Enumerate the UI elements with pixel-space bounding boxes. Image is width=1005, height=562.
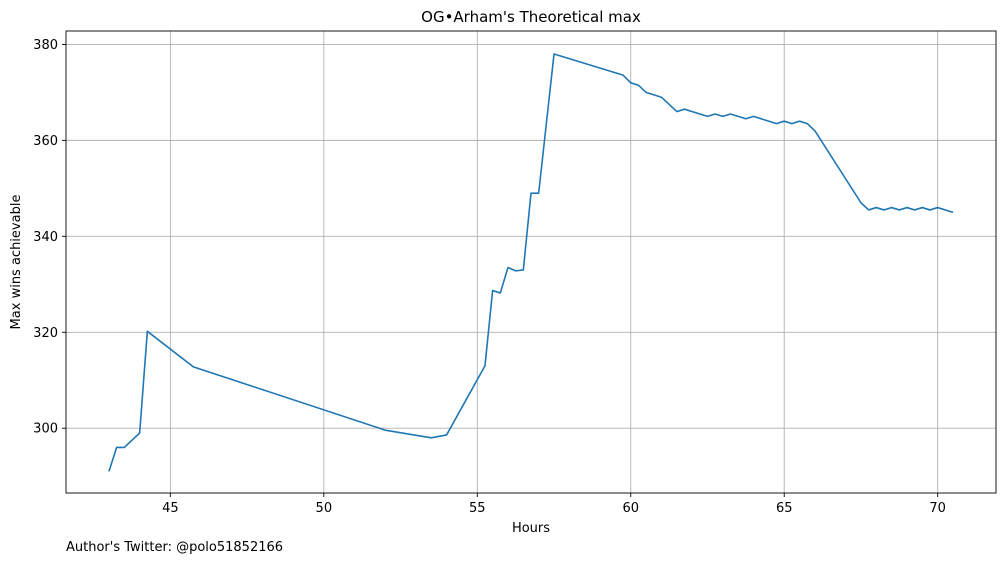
x-tick-label: 55: [469, 501, 486, 516]
x-axis-label: Hours: [512, 521, 550, 536]
grid: [66, 31, 996, 493]
y-tick-label: 360: [33, 134, 58, 149]
y-tick-label: 340: [33, 230, 58, 245]
x-tick-label: 50: [316, 501, 333, 516]
y-tick-label: 300: [33, 422, 58, 437]
x-tick-label: 45: [162, 501, 179, 516]
plot-frame: [65, 30, 997, 494]
author-footnote: Author's Twitter: @polo51852166: [66, 540, 283, 555]
x-tick-label: 65: [776, 501, 793, 516]
y-axis-label: Max wins achievable: [9, 195, 24, 330]
y-tick-label: 320: [33, 326, 58, 341]
y-tick-label: 380: [33, 38, 58, 53]
x-tick-label: 60: [622, 501, 639, 516]
series-layer: [108, 53, 954, 472]
axis-ticks: 45 50 55 60 65 70 300 320 340 360 380: [33, 38, 946, 516]
x-tick-label: 70: [929, 501, 946, 516]
chart-title: OG•Arham's Theoretical max: [421, 8, 641, 26]
series-line: [108, 53, 954, 472]
